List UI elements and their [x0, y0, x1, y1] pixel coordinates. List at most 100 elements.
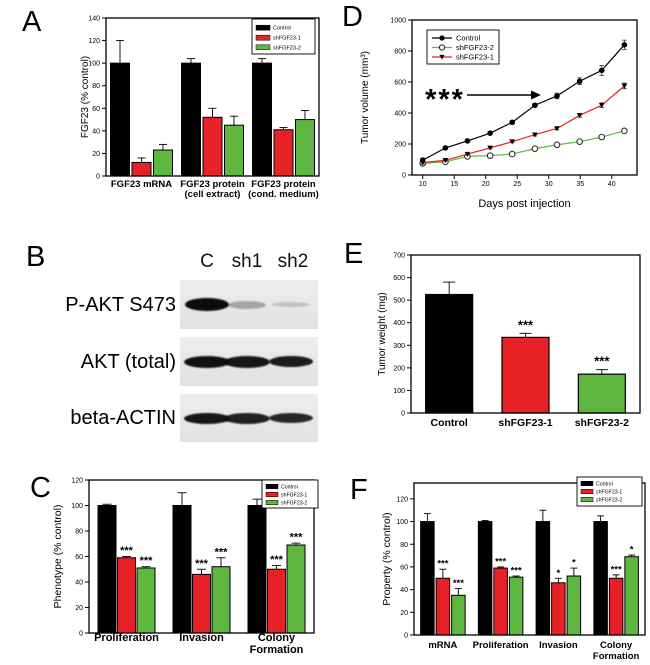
legend-label: Control [273, 26, 291, 32]
legend-swatch [580, 497, 594, 502]
panel-label-f: F [350, 474, 368, 506]
marker-circle-open [531, 145, 539, 152]
y-tick-label: 20 [75, 605, 83, 612]
y-tick-label: 0 [404, 633, 408, 640]
marker-triangle-down [439, 54, 445, 60]
bar-shFGF23-2 [136, 567, 156, 634]
marker-triangle-down [487, 145, 493, 151]
marker-circle-filled [464, 138, 471, 144]
marker-circle-open [576, 138, 583, 145]
bar-shFGF23-1 [493, 567, 508, 636]
y-tick-label: 40 [400, 587, 408, 594]
y-axis-title: Property (% control) [381, 512, 393, 605]
legend-swatch [265, 492, 279, 497]
legend-label: shFGF23-1 [273, 36, 301, 42]
panel-label-b: B [26, 241, 46, 273]
y-tick-label: 60 [92, 106, 100, 113]
blot-strip [180, 337, 318, 386]
x-tick-label: 15 [450, 181, 458, 188]
y-tick-label: 80 [400, 542, 408, 549]
marker-circle-open [598, 133, 606, 141]
bar-Control [252, 62, 272, 177]
blot-band [269, 356, 313, 367]
y-tick-label: 800 [394, 49, 406, 56]
annotation-arrowhead [531, 90, 541, 100]
panel-label-e: E [344, 238, 364, 270]
y-tick-label: 80 [92, 83, 100, 90]
line-series-shFGF23-2 [422, 130, 625, 164]
y-tick-label: 40 [75, 580, 83, 587]
bar-shFGF23-1 [192, 573, 211, 634]
marker-circle-filled [509, 119, 516, 126]
lane-header: C [200, 251, 214, 272]
category-label: mRNA [428, 640, 457, 651]
y-tick-label: 200 [393, 365, 405, 372]
bar-shFGF23-2 [624, 556, 639, 636]
significance-stars: * [572, 558, 576, 569]
category-label: Invasion [539, 640, 578, 651]
line-series-Control [422, 44, 625, 161]
bar-Control [420, 521, 435, 636]
category-label: Colony [258, 632, 296, 644]
blot-band [269, 413, 313, 423]
y-tick-label: 600 [393, 275, 405, 282]
significance-stars: *** [215, 546, 229, 558]
y-tick-label: 400 [393, 320, 405, 327]
y-tick-label: 100 [393, 388, 405, 395]
bar-shFGF23-2 [577, 373, 626, 414]
blot-row-label: AKT (total) [80, 350, 176, 373]
marker-triangle-down [464, 151, 471, 157]
y-tick-label: 0 [79, 631, 83, 638]
y-tick-label: 100 [71, 503, 83, 510]
significance-stars: *** [453, 578, 464, 589]
y-tick-label: 140 [88, 16, 100, 23]
bar-Control [535, 521, 551, 636]
category-label: Proliferation [94, 632, 159, 644]
category-label: shFGF23-2 [575, 417, 629, 429]
blot-band [185, 298, 229, 311]
category-label: Control [431, 417, 468, 429]
bar-shFGF23-2 [211, 566, 231, 634]
marker-circle-filled [442, 145, 449, 151]
y-tick-label: 120 [396, 496, 408, 503]
significance-stars: *** [611, 564, 622, 575]
plot-frame [413, 482, 646, 636]
blot-band [224, 355, 270, 368]
bar-shFGF23-2 [153, 149, 173, 177]
x-axis-title: Days post injection [478, 198, 570, 210]
blot-row-label: beta-ACTIN [70, 407, 176, 429]
x-tick-label: 35 [576, 181, 584, 188]
y-axis-title: Phenotype (% control) [52, 505, 64, 609]
blot-band [272, 301, 310, 308]
marker-circle-filled [439, 35, 445, 41]
legend-swatch [255, 24, 271, 31]
blot-band [228, 300, 266, 309]
legend-label: shFGF23-1 [281, 492, 307, 498]
marker-triangle-down [419, 160, 426, 166]
y-tick-label: 40 [92, 128, 100, 135]
x-tick-label: 10 [419, 181, 427, 188]
legend-label: shFGF23-2 [596, 497, 622, 503]
panel-label-a: A [22, 6, 42, 38]
blot-band [224, 412, 270, 424]
marker-circle-filled [554, 93, 560, 99]
legend-label: shFGF23-1 [456, 53, 494, 62]
y-tick-label: 20 [400, 610, 408, 617]
bar-shFGF23-1 [551, 582, 566, 636]
significance-stars: *** [518, 317, 534, 332]
y-tick-label: 0 [402, 173, 406, 180]
plot-frame [410, 254, 641, 414]
y-tick-label: 60 [75, 554, 83, 561]
marker-triangle-down [532, 132, 538, 138]
y-axis-title: FGF23 (% control) [80, 56, 91, 138]
lane-header: sh1 [231, 251, 263, 272]
plot-frame [411, 19, 638, 176]
bar-Control [593, 521, 608, 636]
bar-shFGF23-1 [131, 161, 152, 177]
y-tick-label: 120 [88, 38, 100, 45]
marker-triangle-down [554, 126, 560, 132]
marker-circle-filled [621, 42, 628, 48]
bar-shFGF23-1 [608, 577, 624, 636]
bar-Control [181, 62, 201, 177]
